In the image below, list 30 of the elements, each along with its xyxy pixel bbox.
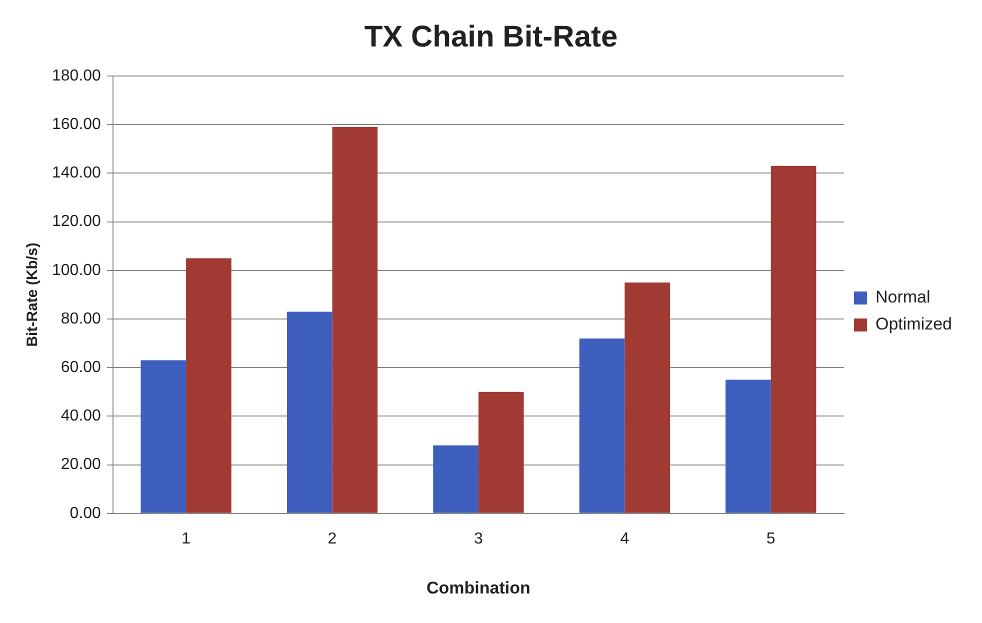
bar [332, 127, 378, 513]
bar [478, 392, 524, 513]
y-axis-title: Bit-Rate (Kb/s) [24, 242, 42, 347]
bar [770, 166, 816, 513]
y-tick-label: 120.00 [52, 213, 102, 230]
y-tick-label: 40.00 [60, 408, 102, 425]
y-tick-label: 100.00 [52, 262, 102, 279]
y-tick-label: 80.00 [60, 310, 102, 328]
y-tick-label: 0.00 [70, 504, 102, 522]
y-tick-label: 60.00 [60, 359, 102, 376]
bar [186, 258, 232, 513]
bar [624, 282, 670, 513]
bar [726, 380, 771, 513]
x-axis-title: Combination [426, 578, 530, 598]
y-tick-label: 140.00 [52, 164, 102, 182]
chart-title: TX Chain Bit-Rate [364, 20, 618, 54]
bar [433, 445, 478, 513]
legend-label: Normal [875, 288, 930, 307]
x-tick-label: 4 [620, 530, 630, 548]
x-tick-label: 3 [474, 530, 484, 548]
y-tick-label: 180.00 [52, 67, 102, 84]
y-tick-label: 160.00 [52, 116, 102, 134]
y-tick-label: 20.00 [60, 456, 102, 474]
bar [286, 312, 332, 513]
bar [140, 360, 186, 513]
x-tick-label: 1 [182, 530, 191, 548]
legend-label: Optimized [875, 314, 952, 334]
bar [579, 338, 625, 513]
x-tick-label: 5 [766, 530, 776, 548]
x-tick-label: 2 [328, 530, 337, 548]
